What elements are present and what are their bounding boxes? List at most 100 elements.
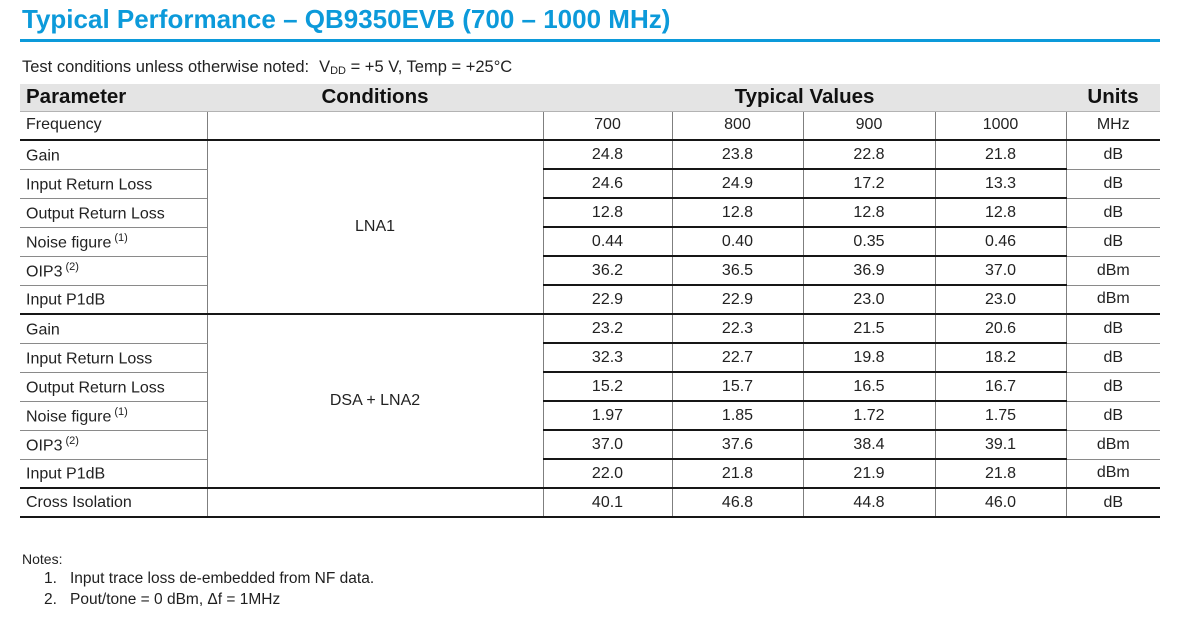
parameter-cell: Noise figure (1) bbox=[20, 227, 208, 257]
units-cell: dB bbox=[1066, 401, 1161, 431]
notes-section: Notes: 1. Input trace loss de-embedded f… bbox=[22, 551, 374, 609]
value-cell: 0.35 bbox=[803, 227, 936, 257]
note-number: 2. bbox=[44, 591, 57, 608]
value-cell: 1.75 bbox=[935, 401, 1067, 431]
table-row: OIP3 (2) 36.2 36.5 36.9 37.0 dBm bbox=[20, 256, 1161, 286]
value-cell: 22.3 bbox=[672, 314, 804, 344]
value-cell: 1.97 bbox=[543, 401, 673, 431]
value-cell: 1000 bbox=[935, 111, 1067, 141]
value-cell: 37.6 bbox=[672, 430, 804, 460]
units-cell: dB bbox=[1066, 488, 1161, 518]
conditions-cell bbox=[206, 111, 544, 141]
value-cell: 46.0 bbox=[935, 488, 1067, 518]
value-cell: 40.1 bbox=[543, 488, 673, 518]
value-cell: 0.44 bbox=[543, 227, 673, 257]
value-cell: 22.9 bbox=[672, 285, 804, 315]
column-header-typical-values: Typical Values bbox=[543, 84, 1067, 112]
value-cell: 13.3 bbox=[935, 169, 1067, 199]
column-header-units: Units bbox=[1066, 84, 1161, 112]
table-row: Input Return Loss 24.6 24.9 17.2 13.3 dB bbox=[20, 169, 1161, 199]
title-underline bbox=[20, 39, 1160, 42]
value-cell: 23.0 bbox=[803, 285, 936, 315]
value-cell: 800 bbox=[672, 111, 804, 141]
footnote-ref: (1) bbox=[114, 405, 128, 418]
value-cell: 22.0 bbox=[543, 459, 673, 489]
value-cell: 37.0 bbox=[543, 430, 673, 460]
value-cell: 22.7 bbox=[672, 343, 804, 373]
test-conditions-line: Test conditions unless otherwise noted: V… bbox=[22, 58, 512, 77]
parameter-cell: OIP3 (2) bbox=[20, 256, 208, 286]
page-title: Typical Performance – QB9350EVB (700 – 1… bbox=[22, 4, 671, 34]
value-cell: 46.8 bbox=[672, 488, 804, 518]
column-header-conditions: Conditions bbox=[207, 84, 543, 112]
value-cell: 21.8 bbox=[935, 459, 1067, 489]
conditions-cell bbox=[206, 488, 544, 518]
vdd-subscript: DD bbox=[330, 65, 346, 77]
value-cell: 0.40 bbox=[672, 227, 804, 257]
units-cell: MHz bbox=[1066, 111, 1161, 141]
value-cell: 700 bbox=[543, 111, 673, 141]
table-row: Gain LNA1 24.8 23.8 22.8 21.8 dB bbox=[20, 140, 1161, 315]
value-cell: 39.1 bbox=[935, 430, 1067, 460]
value-cell: 21.8 bbox=[672, 459, 804, 489]
units-cell: dBm bbox=[1066, 430, 1161, 460]
value-cell: 16.5 bbox=[803, 372, 936, 402]
table-row: Gain DSA + LNA2 23.2 22.3 21.5 20.6 dB bbox=[20, 314, 1161, 489]
value-cell: 23.8 bbox=[672, 140, 804, 170]
value-cell: 37.0 bbox=[935, 256, 1067, 286]
value-cell: 15.2 bbox=[543, 372, 673, 402]
parameter-cell: Output Return Loss bbox=[20, 372, 208, 402]
units-cell: dB bbox=[1066, 169, 1161, 199]
table-row: Input P1dB 22.0 21.8 21.9 21.8 dBm bbox=[20, 459, 1161, 489]
parameter-cell: Input P1dB bbox=[20, 459, 208, 489]
value-cell: 21.5 bbox=[803, 314, 936, 344]
note-text: Pout/tone = 0 dBm, Δf = 1MHz bbox=[70, 591, 281, 608]
parameter-cell: Input P1dB bbox=[20, 285, 208, 315]
value-cell: 21.8 bbox=[935, 140, 1067, 170]
value-cell: 22.9 bbox=[543, 285, 673, 315]
value-cell: 38.4 bbox=[803, 430, 936, 460]
conditions-cell-dsa-lna2: DSA + LNA2 bbox=[206, 314, 544, 489]
table-row: Noise figure (1) 0.44 0.40 0.35 0.46 dB bbox=[20, 227, 1161, 257]
parameter-cell: Output Return Loss bbox=[20, 198, 208, 228]
conditions-cell-lna1: LNA1 bbox=[206, 140, 544, 315]
value-cell: 23.2 bbox=[543, 314, 673, 344]
value-cell: 12.8 bbox=[672, 198, 804, 228]
units-cell: dB bbox=[1066, 227, 1161, 257]
parameter-cell: Input Return Loss bbox=[20, 343, 208, 373]
note-text: Input trace loss de-embedded from NF dat… bbox=[70, 570, 375, 587]
footnote-ref: (2) bbox=[65, 260, 79, 273]
column-header-parameter: Parameter bbox=[20, 84, 207, 112]
units-cell: dB bbox=[1066, 372, 1161, 402]
table-row: Output Return Loss 15.2 15.7 16.5 16.7 d… bbox=[20, 372, 1161, 402]
parameter-cell: Noise figure (1) bbox=[20, 401, 208, 431]
vdd-condition: VDD = +5 V, Temp = +25°C bbox=[319, 58, 513, 77]
value-cell: 12.8 bbox=[543, 198, 673, 228]
value-cell: 17.2 bbox=[803, 169, 936, 199]
units-cell: dBm bbox=[1066, 285, 1161, 315]
typical-performance-table: Parameter Conditions Typical Values Unit… bbox=[20, 84, 1161, 518]
table-row: Output Return Loss 12.8 12.8 12.8 12.8 d… bbox=[20, 198, 1161, 228]
test-conditions-prefix: Test conditions unless otherwise noted: bbox=[22, 58, 310, 76]
parameter-cell: Frequency bbox=[20, 111, 208, 141]
value-cell: 24.9 bbox=[672, 169, 804, 199]
value-cell: 36.5 bbox=[672, 256, 804, 286]
parameter-cell: Gain bbox=[20, 314, 208, 344]
table-row-cross-isolation: Cross Isolation 40.1 46.8 44.8 46.0 dB bbox=[20, 488, 1161, 518]
value-cell: 32.3 bbox=[543, 343, 673, 373]
value-cell: 15.7 bbox=[672, 372, 804, 402]
value-cell: 24.8 bbox=[543, 140, 673, 170]
units-cell: dB bbox=[1066, 198, 1161, 228]
value-cell: 18.2 bbox=[935, 343, 1067, 373]
note-item: 2. Pout/tone = 0 dBm, Δf = 1MHz bbox=[44, 591, 374, 609]
value-cell: 24.6 bbox=[543, 169, 673, 199]
value-cell: 36.2 bbox=[543, 256, 673, 286]
footnote-ref: (2) bbox=[65, 434, 79, 447]
value-cell: 23.0 bbox=[935, 285, 1067, 315]
notes-label: Notes: bbox=[22, 551, 63, 567]
parameter-cell: OIP3 (2) bbox=[20, 430, 208, 460]
table-row-frequency: Frequency 700 800 900 1000 MHz bbox=[20, 111, 1161, 141]
value-cell: 19.8 bbox=[803, 343, 936, 373]
units-cell: dBm bbox=[1066, 256, 1161, 286]
